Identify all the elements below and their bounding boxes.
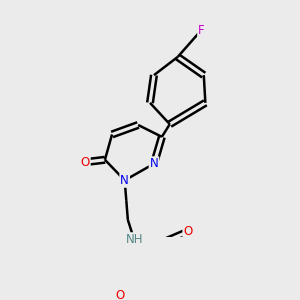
Text: O: O	[183, 225, 193, 238]
Text: F: F	[198, 24, 205, 37]
Text: N: N	[150, 157, 158, 170]
Text: N: N	[120, 174, 129, 187]
Text: O: O	[115, 289, 124, 300]
Text: NH: NH	[125, 233, 143, 246]
Text: O: O	[80, 156, 90, 169]
